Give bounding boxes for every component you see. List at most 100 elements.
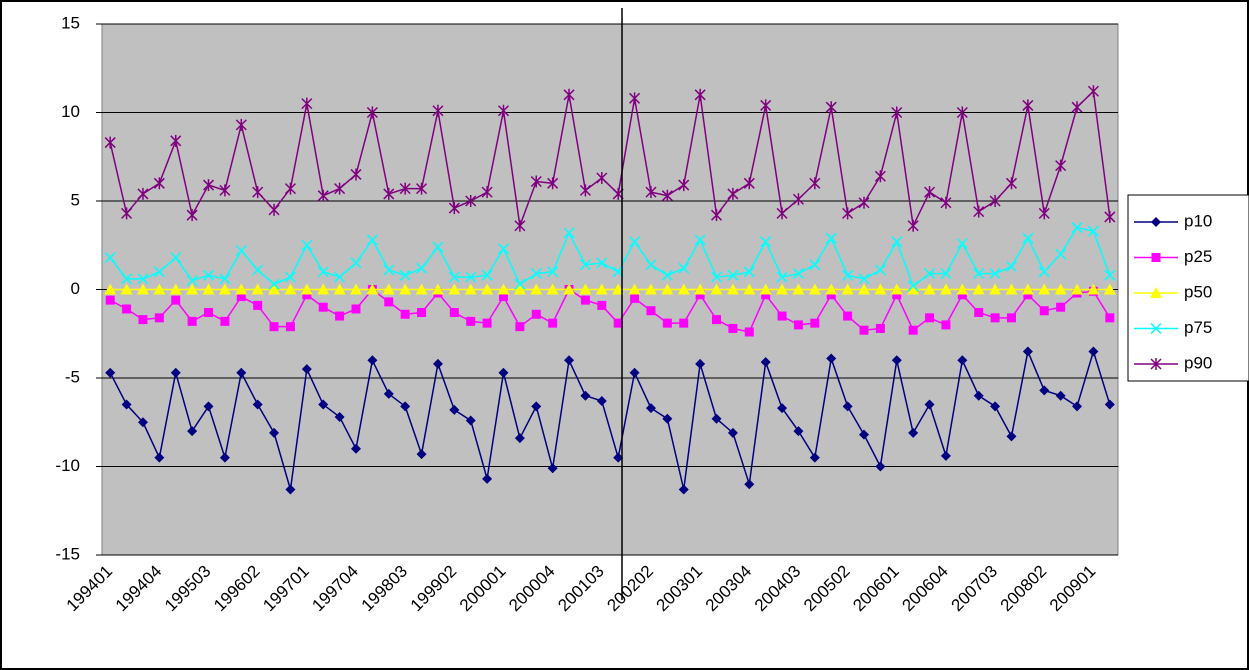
marker (465, 271, 477, 283)
marker (1006, 313, 1016, 323)
marker (1087, 283, 1100, 295)
marker (792, 283, 805, 295)
marker (760, 357, 771, 368)
legend-items: p10 p25 p50 p75 p90 (1134, 211, 1212, 372)
marker (187, 316, 197, 326)
marker (924, 399, 935, 410)
marker (630, 293, 640, 303)
marker (940, 450, 951, 461)
marker (170, 134, 182, 147)
marker (382, 283, 395, 295)
marker (662, 318, 672, 328)
marker (400, 401, 411, 412)
marker (187, 426, 198, 437)
marker (530, 283, 543, 295)
marker (548, 318, 558, 328)
marker (122, 304, 132, 314)
marker (154, 452, 165, 463)
marker (841, 283, 854, 295)
marker (1022, 346, 1033, 357)
marker (712, 315, 722, 325)
marker (448, 202, 460, 215)
marker (514, 433, 525, 444)
marker (825, 232, 837, 244)
marker (613, 318, 623, 328)
marker (334, 182, 346, 195)
marker (645, 259, 657, 271)
marker (989, 283, 1002, 295)
marker (285, 484, 296, 495)
marker (1105, 313, 1115, 323)
marker (777, 403, 788, 414)
marker (597, 300, 607, 310)
marker (1005, 283, 1018, 295)
marker (858, 273, 870, 285)
marker (318, 302, 328, 312)
marker (579, 283, 592, 295)
marker (939, 283, 952, 295)
marker (236, 292, 246, 302)
marker (219, 184, 231, 197)
marker (892, 290, 902, 300)
marker (727, 269, 739, 281)
marker (335, 311, 345, 321)
marker (744, 327, 754, 337)
marker (1005, 177, 1018, 190)
marker (220, 316, 230, 326)
legend-label: p10 (1184, 211, 1212, 230)
marker (285, 322, 295, 332)
marker (531, 401, 542, 412)
marker (743, 283, 756, 295)
marker (679, 318, 689, 328)
marker (1005, 260, 1018, 273)
marker (1087, 85, 1099, 98)
marker (563, 283, 576, 295)
marker (973, 205, 985, 218)
marker (661, 269, 673, 281)
marker (843, 311, 853, 321)
marker (645, 403, 656, 414)
marker (858, 196, 870, 209)
marker (808, 283, 821, 295)
marker (399, 269, 411, 281)
marker (923, 283, 936, 295)
marker (694, 234, 706, 246)
marker (235, 118, 247, 131)
marker (219, 273, 231, 285)
marker (908, 427, 919, 438)
marker (907, 219, 919, 232)
marker (417, 308, 427, 318)
marker (1104, 399, 1115, 410)
marker (268, 203, 280, 216)
marker (186, 209, 198, 222)
marker (973, 268, 985, 280)
marker (646, 306, 656, 316)
marker (940, 268, 952, 280)
y-tick-label: 10 (61, 102, 80, 121)
marker (924, 268, 936, 280)
marker (481, 186, 493, 199)
marker (777, 311, 787, 321)
marker (726, 283, 739, 295)
marker (367, 355, 378, 366)
marker (629, 92, 641, 105)
series-line (109, 226, 1111, 288)
marker (284, 271, 296, 283)
marker (284, 283, 297, 295)
marker (269, 322, 279, 332)
marker (596, 257, 608, 269)
marker (530, 268, 542, 280)
marker (252, 186, 264, 199)
marker (513, 283, 526, 295)
marker (1055, 390, 1066, 401)
marker (612, 283, 625, 295)
marker (170, 252, 182, 264)
marker (546, 283, 559, 295)
marker (989, 195, 1001, 207)
marker (137, 187, 149, 200)
marker (399, 283, 412, 295)
marker (891, 106, 903, 119)
y-tick-label: -10 (55, 456, 80, 475)
marker (694, 88, 706, 101)
marker (760, 99, 772, 112)
